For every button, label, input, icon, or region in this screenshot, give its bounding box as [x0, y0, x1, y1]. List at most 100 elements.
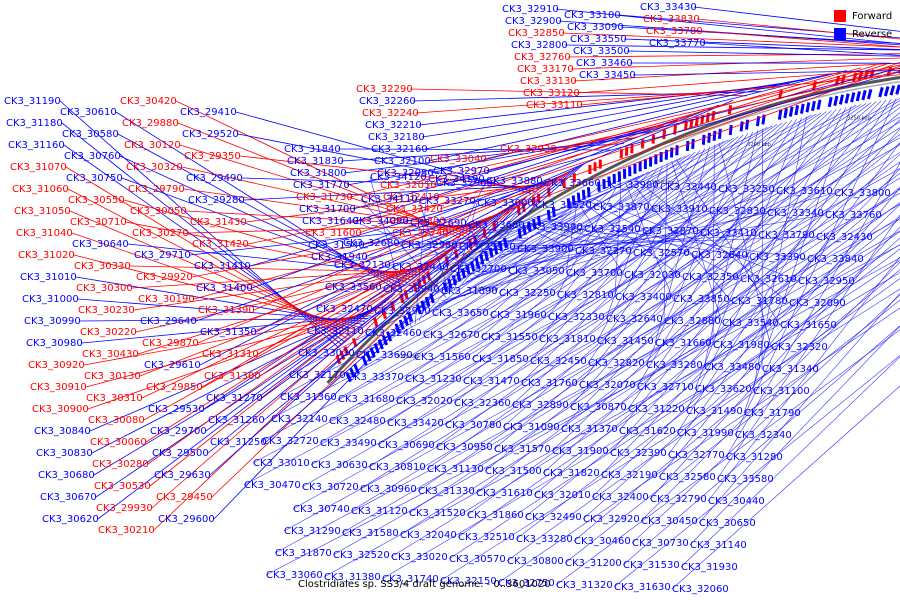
reverse-gene: [811, 100, 816, 112]
gene-label: CK3_31890: [441, 286, 498, 297]
gene-label: CK3_30960: [360, 484, 417, 495]
forward-gene: [640, 139, 645, 149]
gene-label: CK3_33100: [564, 10, 621, 21]
gene-label: CK3_33400: [615, 292, 672, 303]
gene-label: CK3_31000: [22, 294, 79, 305]
leader-line: [654, 146, 710, 344]
leader-line: [283, 192, 900, 532]
gene-label: CK3_32450: [530, 356, 587, 367]
leader-line: [381, 272, 900, 580]
leader-line: [427, 73, 833, 162]
forward-swatch: [834, 10, 846, 22]
forward-gene: [651, 134, 656, 144]
gene-label: CK3_30190: [138, 294, 195, 305]
reverse-gene: [479, 254, 485, 265]
reverse-gene: [850, 92, 856, 103]
gene-label: CK3_30840: [34, 426, 91, 437]
leader-line: [239, 155, 539, 190]
gene-label: CK3_32070: [579, 380, 636, 391]
gene-label: CK3_33790: [758, 230, 815, 241]
gene-label: CK3_32270: [575, 246, 632, 257]
leader-line: [752, 116, 807, 392]
leader-line: [448, 259, 900, 560]
gene-label: CK3_34110: [361, 194, 418, 205]
leader-line: [573, 62, 900, 82]
gene-label: CK3_31250: [210, 437, 267, 448]
leader-line: [422, 153, 691, 336]
reverse-gene: [861, 90, 867, 101]
leader-line: [524, 218, 900, 518]
gene-label: CK3_31140: [690, 540, 747, 551]
leader-line: [551, 119, 900, 452]
forward-gene: [343, 346, 350, 356]
gene-label: CK3_32890: [512, 400, 569, 411]
forward-gene: [700, 114, 705, 125]
gene-label: CK3_33880: [486, 176, 543, 187]
leader-line: [245, 182, 549, 223]
gene-label: CK3_31620: [619, 426, 676, 437]
gene-label: CK3_33500: [573, 46, 630, 57]
gene-label: CK3_29490: [186, 173, 243, 184]
forward-gene: [351, 337, 358, 348]
tick-label: 3100 kbp: [560, 228, 584, 234]
gene-label: CK3_32750: [498, 578, 555, 589]
gene-label: CK3_32250: [499, 288, 556, 299]
leader-line: [193, 217, 494, 300]
leader-line: [671, 161, 723, 324]
leader-line: [533, 186, 900, 496]
gene-label: CK3_33870: [593, 202, 650, 213]
gene-label: CK3_31010: [20, 272, 77, 283]
leader-line: [274, 218, 900, 554]
gene-label: CK3_32990: [374, 306, 431, 317]
reverse-gene: [794, 105, 800, 116]
gene-label: CK3_29610: [144, 360, 201, 371]
leader-line: [350, 177, 900, 512]
leader-line: [81, 315, 371, 344]
gene-label: CK3_34090: [352, 216, 409, 227]
leader-line: [569, 109, 837, 408]
gene-label: CK3_29530: [148, 404, 205, 415]
gene-label: CK3_33560: [325, 282, 382, 293]
leader-line: [629, 180, 732, 302]
reverse-gene: [361, 355, 368, 366]
gene-label: CK3_31900: [552, 446, 609, 457]
leader-line: [466, 202, 900, 516]
gene-label: CK3_31560: [414, 352, 471, 363]
gene-label: CK3_33690: [356, 350, 413, 361]
legend: Forward Reverse: [834, 8, 894, 44]
leader-line: [426, 134, 900, 470]
leader-line: [693, 6, 900, 32]
gene-label: CK3_32260: [359, 96, 416, 107]
gene-label: CK3_33050: [508, 266, 565, 277]
gene-label: CK3_31800: [290, 168, 347, 179]
leader-line: [696, 18, 900, 40]
gene-label: CK3_33430: [640, 2, 697, 13]
gene-label: CK3_33270: [419, 196, 476, 207]
leader-line: [306, 157, 682, 332]
leader-line: [252, 116, 900, 464]
leader-line: [189, 222, 487, 256]
leader-line: [579, 74, 900, 106]
gene-label: CK3_29640: [140, 316, 197, 327]
gene-label: CK3_31340: [762, 364, 819, 375]
leader-line: [631, 294, 900, 544]
gene-label: CK3_29790: [128, 184, 185, 195]
gene-label: CK3_33840: [807, 254, 864, 265]
reverse-gene: [777, 109, 783, 120]
leader-line: [125, 221, 415, 278]
gene-label: CK3_34120: [370, 172, 427, 183]
gene-label: CK3_32670: [423, 330, 480, 341]
reverse-gene: [345, 371, 352, 383]
leader-line: [83, 312, 374, 366]
gene-label: CK3_31190: [4, 96, 61, 107]
reverse-gene: [838, 94, 845, 105]
leader-line: [332, 230, 900, 556]
gene-label: CK3_33830: [643, 14, 700, 25]
leader-line: [453, 202, 478, 292]
leader-line: [95, 295, 393, 498]
gene-label: CK3_33110: [526, 100, 583, 111]
gene-label: CK3_33390: [749, 252, 806, 263]
gene-label: CK3_31350: [200, 327, 257, 338]
leader-line: [430, 70, 847, 174]
gene-label: CK3_30210: [98, 525, 155, 536]
